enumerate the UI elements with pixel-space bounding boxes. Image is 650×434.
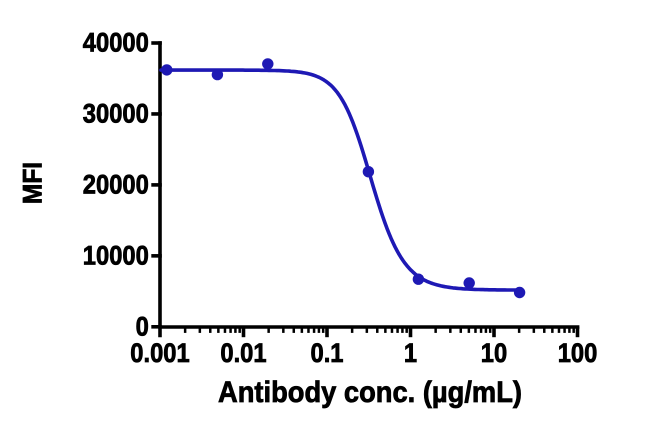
svg-text:100: 100 [558,338,598,368]
svg-text:10: 10 [481,338,507,368]
svg-text:20000: 20000 [83,170,149,200]
svg-text:30000: 30000 [83,99,149,129]
svg-text:10000: 10000 [83,241,149,271]
svg-text:0.01: 0.01 [220,338,266,368]
svg-text:MFI: MFI [18,162,48,204]
svg-text:Antibody conc. (µg/mL): Antibody conc. (µg/mL) [218,376,522,409]
svg-text:0: 0 [136,312,149,342]
svg-text:0.001: 0.001 [130,338,189,368]
svg-text:1: 1 [404,338,417,368]
svg-text:40000: 40000 [83,28,149,58]
svg-text:0.1: 0.1 [311,338,344,368]
